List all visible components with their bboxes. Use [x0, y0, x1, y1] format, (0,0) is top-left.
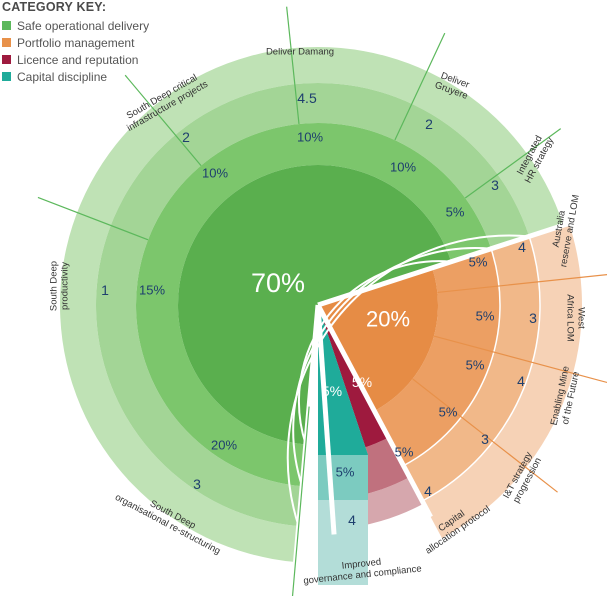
center-label-capital: 5% [322, 383, 342, 399]
legend-title: CATEGORY KEY: [2, 0, 107, 14]
legend-item-safe-operational-delivery: Safe operational delivery [2, 17, 232, 34]
center-label-licence: 5% [352, 374, 372, 390]
legend-label: Portfolio management [17, 35, 135, 50]
ring-separator [421, 236, 541, 502]
segment-name-label: Deliver Damang [266, 46, 334, 57]
ring-separator [297, 260, 452, 445]
legend-swatch-teal [2, 72, 11, 81]
segment-divider-green [291, 406, 310, 596]
center-label-safe: 70% [251, 268, 305, 298]
segment-divider-orange [433, 335, 607, 384]
ring-separator [403, 248, 501, 467]
legend-item-portfolio-management: Portfolio management [2, 34, 232, 51]
teal-core [318, 305, 368, 455]
segment-priority-label: 4 [424, 483, 432, 499]
segment-weight-label: 5% [336, 465, 355, 480]
segment-priority-label: 3 [193, 476, 201, 492]
segment-priority-label: 3 [481, 431, 489, 447]
segment-priority-label: 4.5 [297, 90, 317, 106]
segment-weight-label: 15% [139, 283, 165, 298]
category-key-legend: CATEGORY KEY: Safe operational delivery … [2, 0, 232, 85]
ring-segments [59, 46, 582, 585]
segment-name-label: South Deepproductivity [49, 261, 71, 311]
orange-outer-band [422, 223, 582, 539]
segment-priority-label: 3 [529, 310, 537, 326]
ring-separators [286, 234, 541, 527]
orange-core [318, 267, 438, 411]
legend-item-licence-and-reputation: Licence and reputation [2, 51, 232, 68]
segment-divider-green [286, 6, 300, 125]
segment-priority-label: 3 [491, 177, 499, 193]
segment-weight-label: 5% [439, 405, 458, 420]
segment-weight-label: 10% [202, 166, 228, 181]
segment-priority-label: 4 [518, 239, 526, 255]
orange-weight-band [374, 248, 501, 466]
orange-priority-band [403, 236, 540, 502]
legend-label: Safe operational delivery [17, 18, 150, 33]
category-separator-line [315, 303, 433, 519]
legend-label: Capital discipline [17, 69, 108, 84]
category-separator-line [317, 209, 606, 308]
segment-priority-label: 1 [101, 282, 109, 298]
segment-divider-green [394, 32, 446, 141]
category-separator-line [315, 304, 337, 535]
segment-priority-label: 2 [182, 129, 190, 145]
legend-label: Licence and reputation [17, 52, 139, 67]
segment-weight-label: 5% [469, 255, 488, 270]
ring-separator [286, 234, 530, 527]
segment-weight-label: 10% [390, 160, 416, 175]
segment-priority-label: 2 [425, 116, 433, 132]
segment-weight-label: 5% [395, 445, 414, 460]
ring-separator [292, 247, 492, 487]
segment-name-label: WestAfrica LOM [564, 294, 586, 342]
segment-dividers [37, 6, 607, 596]
segment-priority-label: 4 [517, 373, 525, 389]
segment-divider-orange [412, 378, 558, 493]
segment-divider-orange [437, 274, 607, 294]
segment-weight-label: 5% [466, 358, 485, 373]
segment-weight-label: 5% [446, 205, 465, 220]
legend-item-capital-discipline: Capital discipline [2, 68, 232, 85]
segment-weight-label: 20% [211, 438, 237, 453]
segment-weight-label: 5% [476, 309, 495, 324]
legend-swatch-orange [2, 38, 11, 47]
segment-weight-label: 10% [297, 130, 323, 145]
legend-swatch-maroon [2, 55, 11, 64]
segment-divider-green [464, 128, 562, 199]
segment-priority-label: 4 [348, 512, 356, 528]
green-core [178, 165, 452, 445]
segment-divider-green [37, 196, 149, 241]
segment-divider-green [124, 74, 202, 166]
center-label-portfolio: 20% [366, 307, 410, 332]
legend-swatch-green [2, 21, 11, 30]
